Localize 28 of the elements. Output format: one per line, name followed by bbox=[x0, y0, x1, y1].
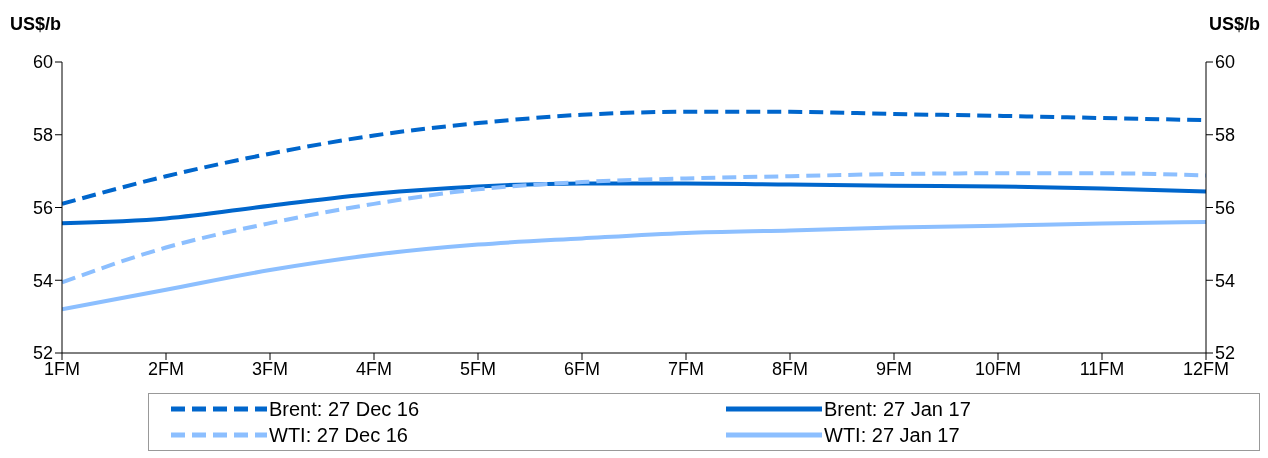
legend-label: Brent: 27 Jan 17 bbox=[824, 397, 971, 421]
legend-label: Brent: 27 Dec 16 bbox=[269, 397, 420, 421]
y2-tick-label: 54 bbox=[1215, 270, 1236, 291]
x-tick-label: 11FM bbox=[1079, 358, 1125, 379]
legend-label: WTI: 27 Dec 16 bbox=[269, 423, 408, 447]
x-tick-label: 10FM bbox=[974, 358, 1022, 379]
y-tick-label: 54 bbox=[32, 270, 53, 291]
x-tick-label: 9FM bbox=[876, 358, 912, 379]
line-series bbox=[62, 220, 1206, 312]
x-tick-label: 7FM bbox=[668, 358, 704, 379]
legend-label: WTI: 27 Jan 17 bbox=[824, 423, 960, 447]
line-series bbox=[62, 181, 1206, 226]
y2-tick-label: 56 bbox=[1215, 197, 1236, 218]
x-tick-label: 6FM bbox=[564, 358, 600, 379]
x-tick-label: 1FM bbox=[44, 358, 80, 379]
x-tick-label: 5FM bbox=[460, 358, 496, 379]
y-tick-label: 58 bbox=[32, 125, 53, 146]
x-tick-label: 3FM bbox=[252, 358, 288, 379]
y-tick-label: 60 bbox=[32, 52, 53, 73]
y-tick-label: 56 bbox=[32, 197, 53, 218]
y2-axis-title: US$/b bbox=[1208, 14, 1260, 35]
y2-tick-label: 58 bbox=[1215, 125, 1236, 146]
y2-tick-label: 60 bbox=[1215, 52, 1236, 73]
x-tick-label: 4FM bbox=[356, 358, 392, 379]
y-axis-title: US$/b bbox=[10, 14, 62, 35]
x-tick-label: 2FM bbox=[148, 358, 184, 379]
x-tick-label: 8FM bbox=[772, 358, 808, 379]
x-tick-label: 12FM bbox=[1182, 358, 1230, 379]
